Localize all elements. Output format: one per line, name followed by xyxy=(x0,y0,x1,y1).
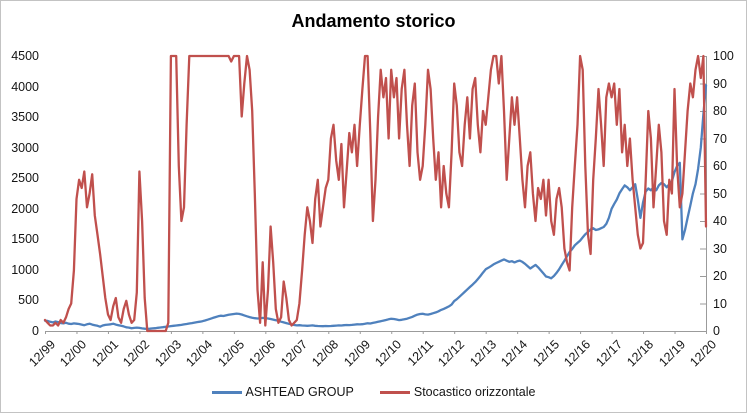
right-axis-tick-label: 60 xyxy=(713,159,727,173)
right-axis-tick-label: 30 xyxy=(713,241,727,256)
left-axis-tick-label: 2500 xyxy=(11,171,39,186)
left-axis-tick-label: 4000 xyxy=(11,79,39,94)
left-axis-tick-label: 500 xyxy=(18,293,39,308)
left-axis-tick-label: 3500 xyxy=(11,110,39,125)
right-axis-tick-label: 100 xyxy=(713,49,734,63)
right-axis-tick-label: 0 xyxy=(713,324,720,338)
right-axis-tick-label: 10 xyxy=(713,296,727,311)
left-axis-tick-label: 1000 xyxy=(11,262,39,277)
right-axis-tick-label: 50 xyxy=(713,186,727,201)
legend-line-marker-blue xyxy=(211,390,242,394)
right-axis-tick-label: 70 xyxy=(713,131,727,146)
right-axis-tick-label: 20 xyxy=(713,269,727,283)
legend-label: ASHTEAD GROUP xyxy=(245,385,354,399)
legend-item-ashtead: ASHTEAD GROUP xyxy=(211,385,354,399)
series-line-ashtead xyxy=(43,84,708,331)
left-axis-tick-label: 1500 xyxy=(11,232,39,247)
legend-label: Stocastico orizzontale xyxy=(413,385,536,399)
left-axis-tick-label: 0 xyxy=(32,324,39,338)
left-axis-tick-label: 4500 xyxy=(11,49,39,63)
legend-line-marker-red xyxy=(379,390,410,394)
left-axis-tick-label: 2000 xyxy=(11,201,39,216)
right-axis-tick-label: 40 xyxy=(713,214,727,228)
right-axis-tick-label: 90 xyxy=(713,76,727,91)
legend: ASHTEAD GROUP Stocastico orizzontale xyxy=(1,385,746,399)
chart-title: Andamento storico xyxy=(291,11,456,31)
right-axis-tick-label: 80 xyxy=(713,104,727,118)
left-axis-tick-label: 3000 xyxy=(11,140,39,155)
series-line-stocastico xyxy=(43,54,708,333)
legend-item-stocastico: Stocastico orizzontale xyxy=(379,385,536,399)
